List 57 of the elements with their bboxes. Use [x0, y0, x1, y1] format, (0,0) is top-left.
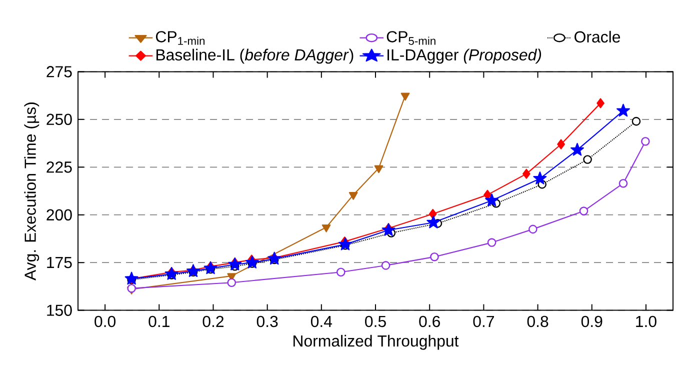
point [426, 215, 440, 228]
x-tick-label: 0.3 [256, 316, 278, 328]
x-axis-title: Normalized Throughput [294, 334, 459, 350]
x-tick-label: 1.0 [636, 316, 656, 328]
point [382, 223, 396, 236]
x-tick-label: 0.4 [310, 316, 332, 328]
point [336, 268, 346, 277]
point [596, 98, 604, 108]
x-tick-label: 0.9 [581, 316, 602, 328]
point [374, 165, 384, 174]
point [227, 278, 236, 288]
point [124, 272, 138, 285]
point [400, 92, 410, 101]
point [533, 172, 547, 184]
point [381, 261, 390, 270]
legend-label: CP$_{5-min}$ [386, 31, 436, 45]
x-tick-label: 0.7 [473, 316, 494, 328]
point [204, 261, 218, 274]
point [268, 252, 282, 265]
legend-label: Oracle [574, 30, 620, 43]
point [485, 193, 499, 206]
point [557, 139, 565, 150]
x-tick-label: 0.1 [148, 316, 170, 328]
point [186, 264, 200, 277]
point [245, 256, 259, 268]
x-tick-label: 0.2 [202, 316, 224, 328]
point [164, 266, 178, 280]
point [570, 142, 584, 156]
x-tick-label: 0.5 [365, 316, 386, 328]
y-tick-label: 250 [46, 114, 72, 126]
x-tick-label: 0.0 [94, 316, 116, 328]
point [430, 252, 439, 262]
point [228, 257, 242, 270]
point [579, 206, 588, 216]
point [322, 224, 331, 232]
point [641, 136, 650, 146]
y-tick-label: 150 [47, 304, 72, 316]
y-tick-label: 225 [46, 162, 72, 173]
point [632, 116, 641, 126]
point [618, 178, 628, 188]
point [338, 237, 352, 250]
point [528, 224, 538, 234]
legend-label: Baseline-IL (before DAgger) [156, 48, 354, 64]
point [127, 284, 136, 293]
y-tick-label: 200 [46, 209, 72, 220]
point [583, 155, 592, 164]
y-tick-label: 275 [46, 66, 72, 78]
point [616, 104, 630, 117]
y-axis-title: Avg. Execution Time (µs) [24, 102, 40, 280]
x-tick-label: 0.8 [527, 316, 548, 328]
x-tick-label: 0.6 [419, 316, 440, 328]
legend-label: IL-DAgger (Proposed) [388, 48, 542, 64]
point [348, 192, 358, 200]
legend-label: CP$_{1-min}$ [156, 31, 204, 45]
point [487, 238, 496, 247]
y-tick-label: 175 [47, 257, 72, 268]
point [522, 168, 530, 179]
